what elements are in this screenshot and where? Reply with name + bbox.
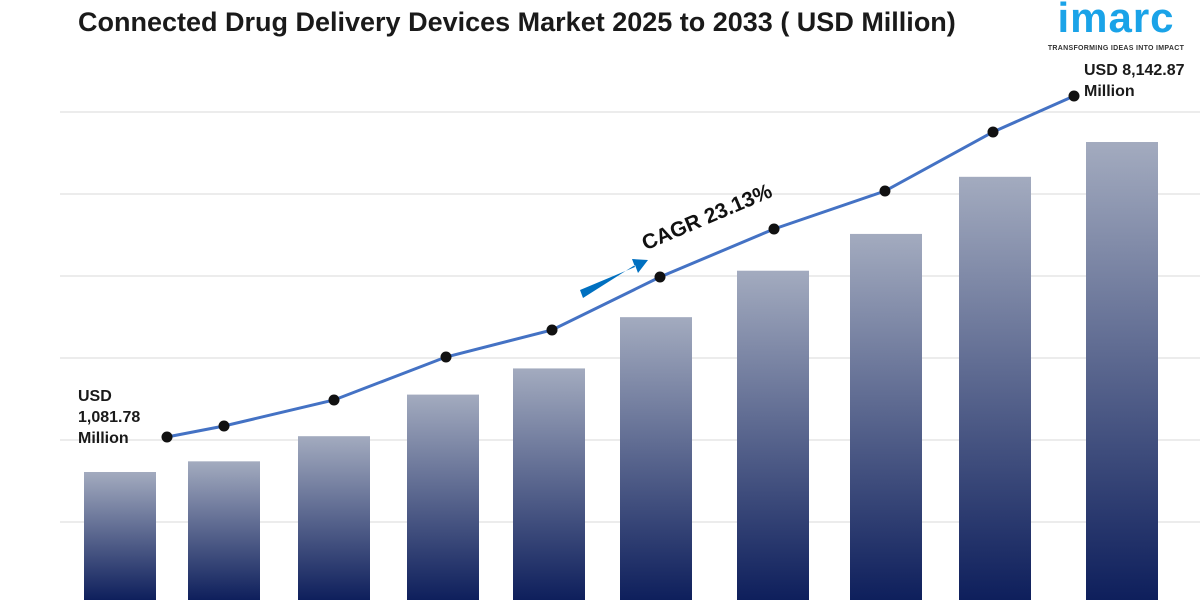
line-marker	[768, 223, 780, 235]
logo-word: imarc	[1057, 0, 1175, 41]
line-marker	[440, 351, 452, 363]
end-label-line: Million	[1084, 83, 1135, 100]
line-marker	[546, 324, 558, 336]
bar	[1086, 142, 1158, 600]
line-marker	[1068, 90, 1080, 102]
end-value-label: USD 8,142.87 Million	[1084, 60, 1185, 102]
start-value-label: USD 1,081.78 Million	[78, 386, 140, 449]
imarc-logo: imarc TRANSFORMING IDEAS INTO IMPACT	[1036, 0, 1196, 54]
bar	[959, 176, 1031, 600]
cagr-arrow	[580, 259, 648, 298]
logo-tagline: TRANSFORMING IDEAS INTO IMPACT	[1047, 45, 1185, 52]
bar	[298, 436, 370, 600]
line-marker	[218, 420, 230, 432]
bar	[407, 394, 479, 600]
trend-line	[166, 94, 1075, 439]
bar	[850, 233, 922, 600]
line-marker	[161, 431, 173, 443]
line-marker	[879, 185, 891, 197]
start-label-line: USD	[78, 388, 112, 405]
line-marker	[328, 394, 340, 406]
line-marker	[654, 271, 666, 283]
bar	[188, 461, 260, 600]
bar	[620, 317, 692, 600]
chart-title: Connected Drug Delivery Devices Market 2…	[78, 7, 956, 37]
bar	[84, 472, 156, 600]
end-label-line: USD 8,142.87	[1084, 62, 1185, 79]
start-label-line: 1,081.78	[78, 409, 141, 426]
start-label-line: Million	[78, 430, 129, 447]
line-marker	[987, 126, 999, 138]
bar	[737, 270, 809, 600]
bar	[513, 368, 585, 600]
